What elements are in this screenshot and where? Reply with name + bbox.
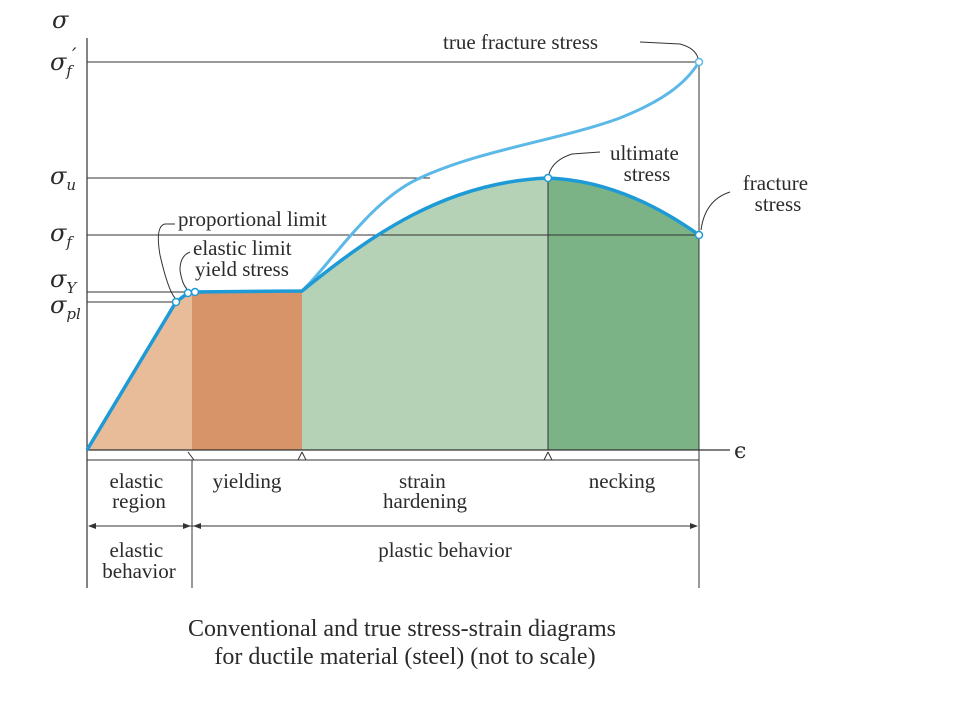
leader-true-fracture xyxy=(639,41,699,59)
elastic-region-fill xyxy=(87,292,192,450)
label-fracture-stress: fracture stress xyxy=(743,171,814,216)
necking-region-fill xyxy=(548,178,699,450)
label-yield-stress: yield stress xyxy=(195,257,289,281)
conventional-stress-strain-curve xyxy=(85,176,701,451)
label-ultimate-stress: ultimate stress xyxy=(610,141,684,186)
label-necking: necking xyxy=(589,469,656,493)
arrow-left-elastic xyxy=(88,523,96,529)
label-yielding: yielding xyxy=(213,469,282,493)
bracket-tick-1 xyxy=(187,451,195,461)
point-true-fracture-stress xyxy=(694,57,704,67)
label-elastic-behavior: elastic behavior xyxy=(102,538,175,583)
strain-hardening-region-fill xyxy=(302,178,548,450)
label-true-fracture-stress: true fracture stress xyxy=(443,30,598,54)
point-elastic-limit xyxy=(183,288,193,298)
point-yield-stress xyxy=(190,287,200,297)
arrow-right-plastic xyxy=(690,523,698,529)
point-proportional-limit xyxy=(171,297,181,307)
caption: Conventional and true stress-strain diag… xyxy=(188,616,622,670)
arrow-right-elastic xyxy=(183,523,191,529)
leader-ultimate xyxy=(548,151,601,175)
point-ultimate-stress xyxy=(543,173,553,183)
tick-sigma-pl: σpl xyxy=(50,291,81,323)
leader-fracture xyxy=(700,191,731,231)
point-fracture-stress xyxy=(694,230,704,240)
x-axis-symbol: ϵ xyxy=(734,439,746,464)
leader-elastic-limit xyxy=(179,251,191,290)
label-plastic-behavior: plastic behavior xyxy=(378,538,512,562)
true-stress-strain-curve xyxy=(300,61,701,293)
label-elastic-limit: elastic limit xyxy=(193,236,292,260)
tick-sigma-y: σY xyxy=(50,265,78,297)
tick-sigma-f-prime: σf′ xyxy=(50,43,77,80)
label-elastic-region: elastic region xyxy=(110,469,169,513)
yielding-region-fill xyxy=(192,291,302,450)
y-axis-symbol: σ xyxy=(52,6,69,34)
leader-proportional xyxy=(157,223,176,299)
bracket-tick-2 xyxy=(297,451,307,461)
tick-sigma-f: σf xyxy=(50,219,74,251)
arrow-left-plastic xyxy=(193,523,201,529)
label-proportional-limit: proportional limit xyxy=(178,207,327,231)
tick-sigma-u: σu xyxy=(50,162,76,194)
bracket-tick-3 xyxy=(543,451,553,461)
label-strain-hardening: strain hardening xyxy=(383,469,467,513)
